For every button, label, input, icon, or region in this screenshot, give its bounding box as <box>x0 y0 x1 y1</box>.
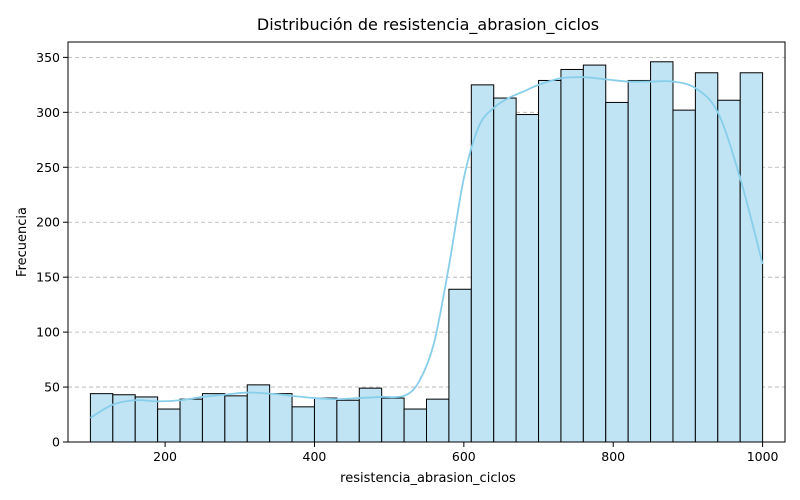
histogram-bar <box>672 109 696 443</box>
histogram-bar <box>157 408 181 443</box>
histogram-bar <box>381 397 405 443</box>
y-axis-ticks: 0 50 100 150 200 250 300 350 <box>36 50 68 450</box>
chart-title: Distribución de resistencia_abrasion_cic… <box>257 15 599 35</box>
histogram-bar <box>89 393 114 443</box>
y-gridlines <box>68 56 785 388</box>
histogram-bar <box>582 64 607 443</box>
y-tick-label: 250 <box>36 160 60 175</box>
y-tick-label: 150 <box>36 270 60 285</box>
x-axis-label: resistencia_abrasion_ciclos <box>340 471 516 486</box>
histogram-bar <box>538 79 562 443</box>
histogram-bar <box>605 101 629 443</box>
x-tick-label: 400 <box>303 449 327 464</box>
histogram-bar <box>627 79 652 443</box>
histogram-bar <box>179 398 203 443</box>
kde-curve <box>89 76 764 419</box>
histogram-bar <box>448 288 472 443</box>
x-axis-ticks: 200 400 600 800 1000 <box>153 442 779 464</box>
y-tick-label: 0 <box>52 435 60 450</box>
histogram-bar <box>515 114 540 443</box>
histogram-bar <box>291 406 315 443</box>
histogram-bar <box>650 61 674 443</box>
histogram-bar <box>403 408 427 443</box>
histogram-bars <box>89 61 764 443</box>
histogram-bar <box>493 97 517 443</box>
histogram-bar <box>426 398 450 443</box>
histogram-bar <box>739 72 764 443</box>
x-tick-label: 800 <box>601 449 625 464</box>
y-tick-label: 300 <box>36 105 60 120</box>
y-axis-label: Frecuencia <box>15 207 30 277</box>
histogram-bar <box>560 68 584 443</box>
x-tick-label: 600 <box>452 449 476 464</box>
histogram-bar <box>694 72 719 443</box>
histogram-bar <box>717 99 741 443</box>
histogram-bar <box>336 399 360 443</box>
plot-frame <box>67 41 786 443</box>
x-tick-label: 1000 <box>747 449 779 464</box>
y-tick-label: 200 <box>36 215 60 230</box>
y-tick-label: 100 <box>36 325 60 340</box>
histogram-bar <box>224 395 248 443</box>
y-tick-label: 350 <box>36 50 60 65</box>
x-tick-label: 200 <box>153 449 177 464</box>
histogram-bar <box>201 393 226 443</box>
histogram-bar <box>269 393 293 443</box>
y-tick-label: 50 <box>44 380 60 395</box>
histogram-bar <box>134 396 159 443</box>
histogram-bar <box>313 397 338 443</box>
